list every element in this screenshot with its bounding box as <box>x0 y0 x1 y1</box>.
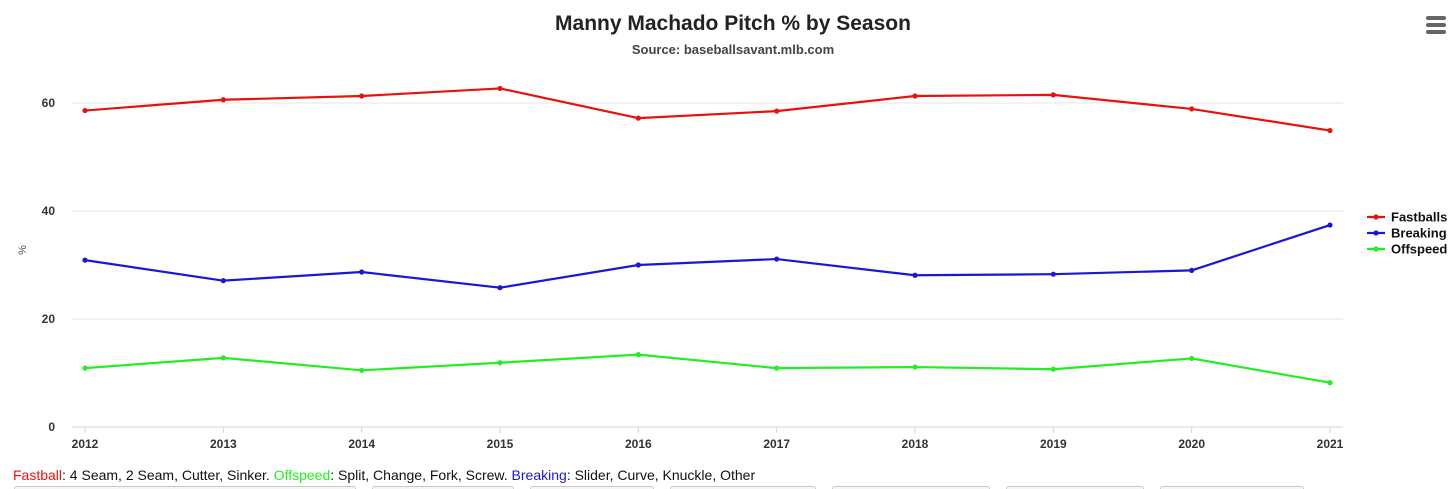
data-point-breaking[interactable] <box>220 278 226 284</box>
filter-control[interactable] <box>530 486 654 489</box>
footnote-breaking-label: Breaking <box>511 467 567 483</box>
data-point-breaking[interactable] <box>1050 271 1056 277</box>
filter-control[interactable] <box>1006 486 1144 489</box>
data-point-offspeed[interactable] <box>635 352 641 358</box>
legend-label: Offspeed <box>1391 242 1447 257</box>
series-lines <box>82 85 1333 386</box>
legend-swatch-marker <box>1373 246 1379 252</box>
data-point-offspeed[interactable] <box>1189 355 1195 362</box>
x-tick-label: 2013 <box>210 437 237 451</box>
data-point-fastballs[interactable] <box>912 93 918 99</box>
x-tick-label: 2021 <box>1317 437 1344 451</box>
data-point-offspeed[interactable] <box>220 355 226 361</box>
series-line-offspeed[interactable] <box>84 353 1331 384</box>
y-tick-label: 0 <box>48 420 55 434</box>
x-tick-label: 2017 <box>763 437 790 451</box>
series-line-fastballs[interactable] <box>84 87 1331 132</box>
footnote-fastball-label: Fastball <box>13 467 63 483</box>
data-point-breaking[interactable] <box>1327 222 1333 228</box>
data-point-fastballs[interactable] <box>1327 127 1333 134</box>
filter-control[interactable] <box>1160 486 1304 489</box>
legend-item-breaking[interactable]: Breaking <box>1367 226 1447 241</box>
legend-swatch-marker <box>1373 230 1379 236</box>
legend-label: Fastballs <box>1391 210 1447 225</box>
chart-title: Manny Machado Pitch % by Season <box>555 12 911 35</box>
legend-item-offspeed[interactable]: Offspeed <box>1367 242 1447 257</box>
footnote-fastball-text: : 4 Seam, 2 Seam, Cutter, Sinker. <box>62 467 270 483</box>
pitch-type-footnote: Fastball: 4 Seam, 2 Seam, Cutter, Sinker… <box>13 467 755 483</box>
data-point-offspeed[interactable] <box>912 364 918 370</box>
data-point-breaking[interactable] <box>497 285 503 291</box>
legend-item-fastballs[interactable]: Fastballs <box>1367 210 1447 225</box>
x-tick-label: 2016 <box>625 437 652 451</box>
y-tick-label: 40 <box>42 204 56 218</box>
footnote-breaking-text: : Slider, Curve, Knuckle, Other <box>566 467 756 483</box>
filter-control[interactable] <box>832 486 990 489</box>
x-tick-label: 2018 <box>902 437 929 451</box>
legend-swatch-marker <box>1373 214 1379 220</box>
data-point-offspeed[interactable] <box>1327 380 1333 386</box>
menu-bar <box>1426 23 1446 27</box>
x-tick-label: 2019 <box>1040 437 1067 451</box>
hamburger-menu-icon[interactable] <box>1424 16 1448 38</box>
data-point-fastballs[interactable] <box>82 107 88 114</box>
data-point-fastballs[interactable] <box>1050 92 1056 98</box>
filter-control[interactable] <box>670 486 816 489</box>
data-point-offspeed[interactable] <box>497 360 503 366</box>
x-tick-label: 2015 <box>487 437 514 451</box>
x-tick-label: 2020 <box>1178 437 1205 451</box>
data-point-breaking[interactable] <box>635 262 641 268</box>
data-point-fastballs[interactable] <box>1189 106 1195 112</box>
legend-label: Breaking <box>1391 226 1447 241</box>
filter-control[interactable] <box>14 486 356 489</box>
x-tick-label: 2012 <box>72 437 99 451</box>
menu-bar <box>1426 30 1446 34</box>
data-point-offspeed[interactable] <box>774 365 780 371</box>
axes: 0 20 40 60 2012 2013 2014 2015 2016 2017 2018 2019 2… <box>42 96 1344 451</box>
footnote-offspeed-label: Offspeed <box>273 467 331 483</box>
data-point-breaking[interactable] <box>82 257 88 263</box>
grid-lines <box>72 102 1343 320</box>
footnote-offspeed-text: : Split, Change, Fork, Screw. <box>330 467 508 483</box>
data-point-fastballs[interactable] <box>359 93 365 99</box>
series-line-breaking[interactable] <box>84 223 1331 289</box>
data-point-offspeed[interactable] <box>1050 366 1056 372</box>
data-point-fastballs[interactable] <box>220 97 226 103</box>
x-tick-label: 2014 <box>348 437 375 451</box>
data-point-breaking[interactable] <box>359 269 365 275</box>
y-tick-label: 60 <box>42 96 56 110</box>
data-point-offspeed[interactable] <box>359 367 365 373</box>
data-point-fastballs[interactable] <box>635 115 641 121</box>
data-point-breaking[interactable] <box>774 256 780 262</box>
data-point-breaking[interactable] <box>912 272 918 278</box>
data-point-fastballs[interactable] <box>774 108 780 114</box>
data-point-fastballs[interactable] <box>497 85 503 92</box>
chart-subtitle: Source: baseballsavant.mlb.com <box>632 42 834 57</box>
menu-bar <box>1426 16 1446 20</box>
data-point-breaking[interactable] <box>1189 267 1195 273</box>
data-point-offspeed[interactable] <box>82 365 88 371</box>
filter-control[interactable] <box>372 486 514 489</box>
y-tick-label: 20 <box>42 312 56 326</box>
y-axis-label: % <box>17 245 29 255</box>
